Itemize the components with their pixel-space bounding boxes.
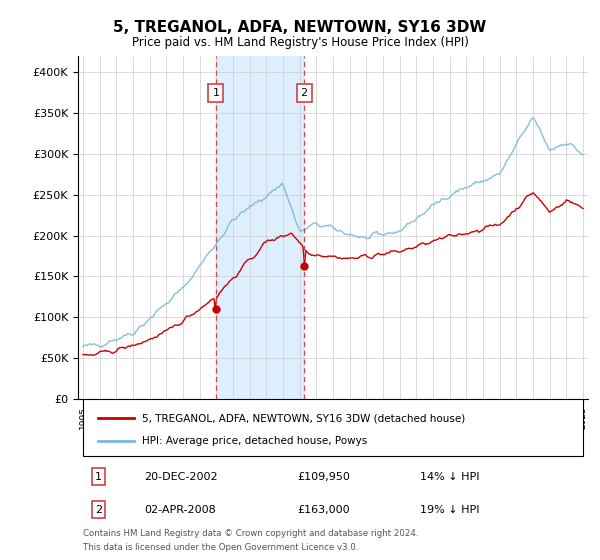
Text: 19% ↓ HPI: 19% ↓ HPI [420, 505, 479, 515]
Text: 2: 2 [301, 88, 308, 98]
Text: 2: 2 [95, 505, 102, 515]
FancyBboxPatch shape [83, 399, 583, 456]
Text: 02-APR-2008: 02-APR-2008 [145, 505, 216, 515]
Text: Price paid vs. HM Land Registry's House Price Index (HPI): Price paid vs. HM Land Registry's House … [131, 36, 469, 49]
Text: HPI: Average price, detached house, Powys: HPI: Average price, detached house, Powy… [142, 436, 367, 446]
Text: 5, TREGANOL, ADFA, NEWTOWN, SY16 3DW (detached house): 5, TREGANOL, ADFA, NEWTOWN, SY16 3DW (de… [142, 413, 465, 423]
Text: 14% ↓ HPI: 14% ↓ HPI [420, 472, 479, 482]
Bar [216, 56, 304, 399]
Text: This data is licensed under the Open Government Licence v3.0.: This data is licensed under the Open Gov… [83, 543, 358, 552]
Text: 20-DEC-2002: 20-DEC-2002 [145, 472, 218, 482]
Text: 1: 1 [95, 472, 102, 482]
Text: £109,950: £109,950 [297, 472, 350, 482]
Text: Contains HM Land Registry data © Crown copyright and database right 2024.: Contains HM Land Registry data © Crown c… [83, 529, 419, 538]
Text: 1: 1 [212, 88, 220, 98]
Text: 5, TREGANOL, ADFA, NEWTOWN, SY16 3DW: 5, TREGANOL, ADFA, NEWTOWN, SY16 3DW [113, 20, 487, 35]
Text: £163,000: £163,000 [297, 505, 350, 515]
